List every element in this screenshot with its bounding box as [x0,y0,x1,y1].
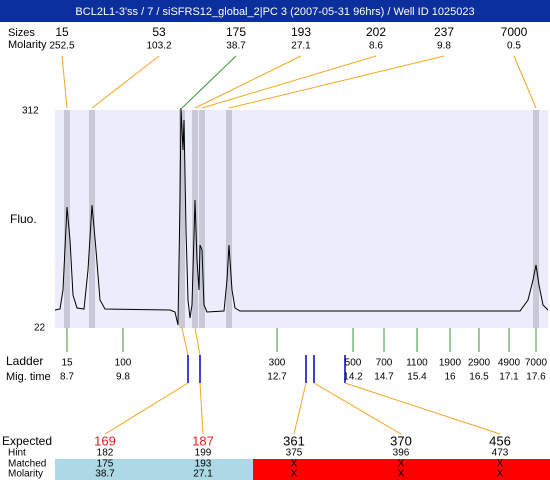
ladder-time: 14.2 [343,372,363,383]
expected-expected: 370 [390,433,412,448]
peak-molarity: 252.5 [49,41,74,52]
y-axis-label: Fluo. [10,212,37,226]
peak-band [64,110,70,328]
peak-connector [61,55,68,109]
expected-matched: X [291,459,298,470]
peak-molarity: 38.7 [226,41,246,52]
peak-molarity: 0.5 [507,41,521,52]
ladder-row-label: Mig. time [6,371,51,383]
ladder-size: 300 [269,358,286,369]
ladder-size: 4900 [498,358,521,369]
peak-molarity: 27.1 [291,41,311,52]
ladder-time: 8.7 [60,372,74,383]
expected-expected: 361 [283,433,305,448]
peak-band [533,110,539,328]
peak-molarity: 8.6 [369,41,383,52]
ladder-time: 15.4 [407,372,427,383]
title-bar [0,0,550,22]
ladder-size: 1100 [406,358,428,369]
peak-band [199,110,205,328]
y-max-label: 312 [22,106,39,117]
expected-row-label: Expected [2,434,52,448]
matched-bg [55,459,253,480]
peak-connector [181,55,237,109]
link [344,382,501,435]
link [293,382,307,435]
peak-connector [194,55,302,109]
peak-size: 53 [152,25,166,39]
link [199,382,204,435]
ladder-size: 7000 [525,358,548,369]
expected-hint: 396 [393,448,410,459]
peak-band [226,110,232,328]
expected-expected: 169 [94,433,116,448]
expected-molarity: X [497,469,504,480]
peak-size: 202 [366,25,386,39]
link [313,382,402,435]
title: BCL2L1-3'ss / 7 / siSFRS12_global_2|PC 3… [75,6,474,18]
plot-area [55,110,548,328]
peak-bands [64,110,539,328]
peak-size: 237 [434,25,454,39]
ladder-time: 12.7 [267,372,287,383]
ladder-time: 16.5 [469,372,489,383]
expected-expected: 187 [192,433,214,448]
peak-row-label: Molarity [8,39,47,51]
link [104,382,189,435]
ladder-time: 9.8 [116,372,130,383]
expected-row-label: Hint [8,448,26,459]
expected-molarity: X [398,469,405,480]
ladder-time: 17.6 [526,372,546,383]
expected-molarity: 38.7 [95,469,115,480]
ladder-size: 100 [115,358,132,369]
peak-molarity: 9.8 [437,41,451,52]
expected-matched: 175 [97,459,114,470]
ladder-time: 14.7 [374,372,394,383]
expected-hint: 199 [195,448,212,459]
expected-hint: 473 [492,448,509,459]
trace [54,107,549,326]
expected-molarity: X [291,469,298,480]
ladder-size: 2900 [468,358,491,369]
link [194,327,201,356]
ladder-size: 1900 [439,358,462,369]
ladder-size: 15 [61,358,73,369]
expected-matched: 193 [195,459,212,470]
ladder-time: 17.1 [499,372,519,383]
ladder-size: 500 [345,358,362,369]
y-min-label: 22 [34,323,46,334]
expected-matched: X [398,459,405,470]
link [181,327,189,356]
expected-molarity: 27.1 [193,469,213,480]
peak-band [179,110,185,328]
peak-connector [513,55,537,109]
peak-size: 7000 [501,25,528,39]
peak-size: 15 [55,25,69,39]
expected-matched: X [497,459,504,470]
peak-connector [91,55,160,109]
expected-hint: 182 [97,448,114,459]
ladder-time: 16 [444,372,456,383]
expected-expected: 456 [489,433,511,448]
peak-row-label: Sizes [8,27,35,39]
peak-size: 193 [291,25,311,39]
peak-size: 175 [226,25,246,39]
peak-molarity: 103.2 [146,41,171,52]
peak-band [192,110,198,328]
expected-row-label: Matched [8,459,46,470]
ladder-row-label: Ladder [6,354,43,368]
expected-hint: 375 [286,448,303,459]
peak-band [89,110,95,328]
ladder-size: 700 [376,358,393,369]
expected-row-label: Molarity [8,469,43,480]
unmatched-bg [253,459,550,480]
peak-connector [201,55,377,109]
peak-connector [228,55,445,109]
